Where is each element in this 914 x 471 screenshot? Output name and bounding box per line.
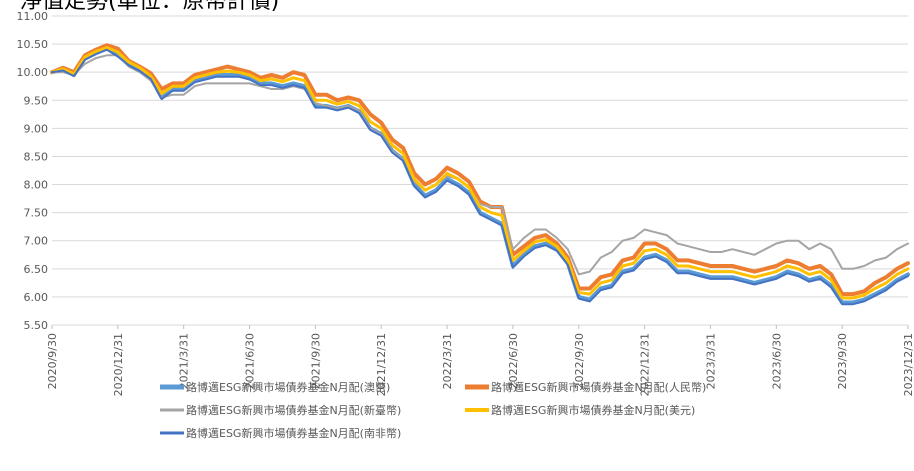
x-tick-label: 2022/12/31: [639, 333, 652, 396]
x-tick-label: 2021/12/31: [375, 333, 388, 396]
legend-label: 路博邁ESG新興市場債券基金N月配(人民幣): [491, 380, 706, 394]
x-tick-label: 2023/9/30: [836, 333, 849, 389]
y-tick-label: 7.50: [24, 207, 49, 220]
legend-label: 路博邁ESG新興市場債券基金N月配(南非幣): [186, 426, 401, 440]
x-tick-label: 2023/3/31: [704, 333, 717, 389]
y-tick-label: 11.00: [17, 10, 49, 23]
y-tick-label: 7.00: [24, 235, 49, 248]
y-tick-label: 9.00: [24, 122, 49, 135]
legend-label: 路博邁ESG新興市場債券基金N月配(美元): [491, 403, 695, 417]
gridlines: [52, 15, 908, 326]
chart-title-fragment: 淨值走勢(單位：原幣計價): [20, 0, 279, 14]
x-tick-label: 2020/12/31: [112, 333, 125, 396]
x-tick-label: 2022/3/31: [441, 333, 454, 389]
x-axis-ticks: 2020/9/30 2020/12/31 2021/3/31 2021/6/30 202…: [46, 325, 914, 396]
y-tick-label: 5.50: [24, 319, 49, 332]
y-axis-ticks: 11.00 10.50 10.00 9.50 9.00 8.50 8.00 7.50 7.00 6…: [17, 10, 49, 332]
y-tick-label: 10.00: [17, 66, 49, 79]
series-line-3: [50, 46, 910, 300]
x-tick-label: 2022/9/30: [573, 333, 586, 389]
series-line-4: [51, 48, 909, 306]
x-tick-label: 2023/12/31: [902, 333, 914, 396]
x-tick-label: 2022/6/30: [507, 333, 520, 389]
x-tick-label: 2020/9/30: [46, 333, 59, 389]
x-tick-label: 2021/9/30: [309, 333, 322, 389]
x-tick-label: 2021/6/30: [244, 333, 257, 389]
y-tick-label: 6.50: [24, 263, 49, 276]
legend-label: 路博邁ESG新興市場債券基金N月配(澳幣): [186, 380, 390, 394]
x-tick-label: 2023/6/30: [770, 333, 783, 389]
y-tick-label: 8.00: [24, 179, 49, 192]
y-tick-label: 6.00: [24, 291, 49, 304]
y-tick-label: 8.50: [24, 150, 49, 163]
series-line-1: [50, 43, 910, 297]
y-tick-label: 10.50: [17, 38, 49, 51]
legend-label: 路博邁ESG新興市場債券基金N月配(新臺幣): [186, 403, 401, 417]
y-tick-label: 9.50: [24, 94, 49, 107]
x-tick-label: 2021/3/31: [178, 333, 191, 389]
series-lines: [50, 43, 910, 306]
legend: 路博邁ESG新興市場債券基金N月配(澳幣) 路博邁ESG新興市場債券基金N月配(人…: [160, 380, 706, 440]
